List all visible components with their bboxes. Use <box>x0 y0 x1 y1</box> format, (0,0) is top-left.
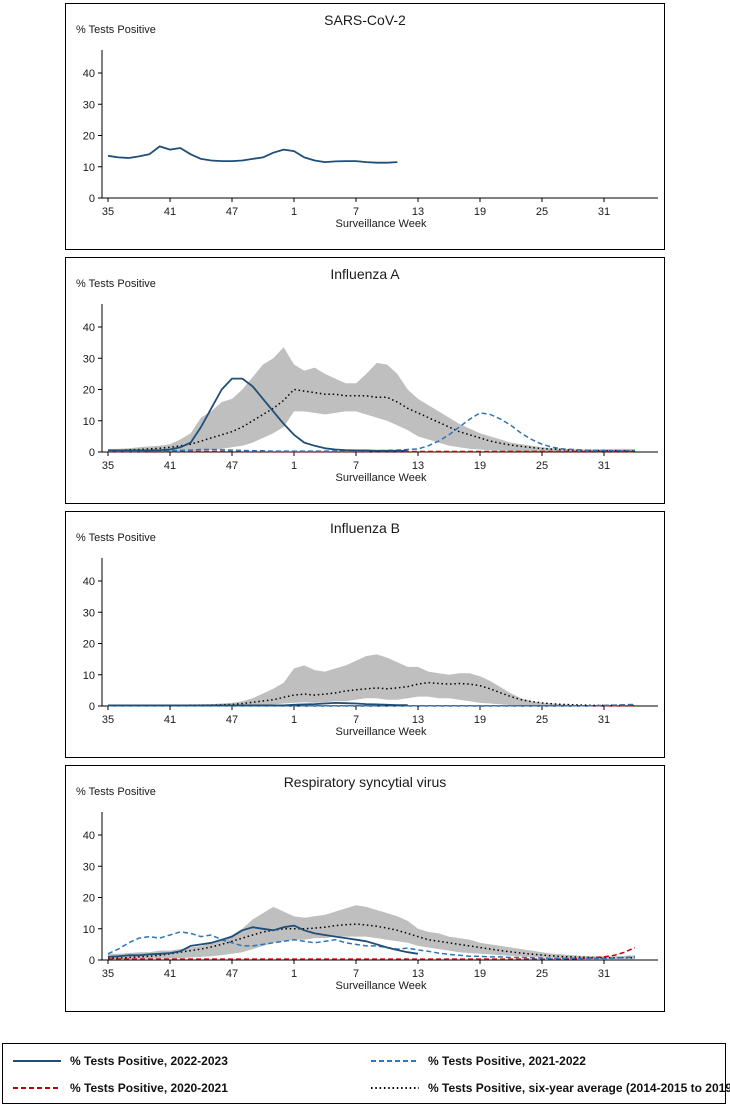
influenza-b-plot: 0 10 20 30 40 35 41 47 1 7 13 19 25 31 <box>83 558 658 726</box>
svg-text:31: 31 <box>598 968 610 980</box>
svg-text:30: 30 <box>83 99 95 111</box>
y-axis-title: % Tests Positive <box>76 786 156 798</box>
svg-text:20: 20 <box>83 639 95 651</box>
svg-text:19: 19 <box>474 460 486 472</box>
y-axis-title: % Tests Positive <box>76 532 156 544</box>
svg-text:1: 1 <box>291 714 297 726</box>
svg-text:19: 19 <box>474 714 486 726</box>
svg-text:7: 7 <box>353 206 359 218</box>
svg-text:10: 10 <box>83 162 95 174</box>
svg-text:31: 31 <box>598 714 610 726</box>
svg-text:19: 19 <box>474 206 486 218</box>
svg-text:41: 41 <box>164 460 176 472</box>
svg-text:35: 35 <box>102 206 114 218</box>
svg-text:7: 7 <box>353 460 359 472</box>
chart-title-rsv: Respiratory syncytial virus <box>283 774 447 790</box>
legend-item-2022-2023: % Tests Positive, 2022-2023 <box>13 1054 371 1068</box>
chart-panel-rsv: Respiratory syncytial virus % Tests Posi… <box>65 765 665 1012</box>
svg-text:25: 25 <box>536 714 548 726</box>
legend-item-2020-2021: % Tests Positive, 2020-2021 <box>13 1081 371 1095</box>
svg-text:41: 41 <box>164 968 176 980</box>
legend-line-dashed-red <box>13 1086 61 1089</box>
svg-text:30: 30 <box>83 353 95 365</box>
svg-text:31: 31 <box>598 206 610 218</box>
chart-title-influenza-a: Influenza A <box>330 266 400 282</box>
svg-text:35: 35 <box>102 460 114 472</box>
influenza-a-plot: 0 10 20 30 40 35 41 47 1 7 13 19 25 31 <box>83 304 658 472</box>
svg-text:20: 20 <box>83 385 95 397</box>
svg-text:13: 13 <box>412 460 424 472</box>
svg-text:1: 1 <box>291 968 297 980</box>
rsv-plot: 0 10 20 30 40 35 41 47 1 7 13 19 25 31 <box>83 812 658 980</box>
svg-text:1: 1 <box>291 206 297 218</box>
svg-text:40: 40 <box>83 322 95 334</box>
y-axis-title: % Tests Positive <box>76 278 156 290</box>
svg-text:25: 25 <box>536 968 548 980</box>
legend-item-six-year-average: % Tests Positive, six-year average (2014… <box>371 1081 730 1095</box>
chart-legend: % Tests Positive, 2022-2023 % Tests Posi… <box>2 1043 730 1104</box>
svg-text:41: 41 <box>164 714 176 726</box>
x-axis-title: Surveillance Week <box>335 726 427 738</box>
svg-text:0: 0 <box>89 447 95 459</box>
svg-text:0: 0 <box>89 193 95 205</box>
svg-text:10: 10 <box>83 670 95 682</box>
svg-text:47: 47 <box>226 460 238 472</box>
x-axis-title: Surveillance Week <box>335 472 427 484</box>
svg-text:47: 47 <box>226 968 238 980</box>
chart-panel-influenza-b: Influenza B % Tests Positive 0 10 20 30 40 35… <box>65 511 665 758</box>
svg-text:0: 0 <box>89 955 95 967</box>
legend-label: % Tests Positive, 2020-2021 <box>70 1080 228 1095</box>
svg-text:13: 13 <box>412 968 424 980</box>
svg-text:47: 47 <box>226 714 238 726</box>
y-axis-title: % Tests Positive <box>76 24 156 36</box>
legend-label: % Tests Positive, 2021-2022 <box>428 1053 586 1068</box>
svg-text:40: 40 <box>83 576 95 588</box>
svg-text:35: 35 <box>102 968 114 980</box>
svg-text:7: 7 <box>353 968 359 980</box>
svg-text:40: 40 <box>83 68 95 80</box>
svg-text:35: 35 <box>102 714 114 726</box>
svg-text:10: 10 <box>83 924 95 936</box>
chart-title-influenza-b: Influenza B <box>329 520 401 536</box>
svg-text:20: 20 <box>83 131 95 143</box>
svg-text:1: 1 <box>291 460 297 472</box>
legend-line-solid-navy <box>13 1059 61 1062</box>
svg-text:31: 31 <box>598 460 610 472</box>
svg-text:25: 25 <box>536 460 548 472</box>
svg-text:0: 0 <box>89 701 95 713</box>
chart-title-sars-cov-2: SARS-CoV-2 <box>324 12 406 28</box>
legend-label: % Tests Positive, six-year average (2014… <box>428 1080 730 1095</box>
legend-label: % Tests Positive, 2022-2023 <box>70 1053 228 1068</box>
chart-panel-influenza-a: Influenza A % Tests Positive 0 10 20 30 40 35… <box>65 257 665 504</box>
svg-text:7: 7 <box>353 714 359 726</box>
svg-text:40: 40 <box>83 830 95 842</box>
svg-text:20: 20 <box>83 893 95 905</box>
svg-text:30: 30 <box>83 607 95 619</box>
legend-item-2021-2022: % Tests Positive, 2021-2022 <box>371 1054 730 1068</box>
svg-text:47: 47 <box>226 206 238 218</box>
svg-text:10: 10 <box>83 416 95 428</box>
x-axis-title: Surveillance Week <box>335 218 427 230</box>
svg-text:41: 41 <box>164 206 176 218</box>
legend-line-dotted-black <box>371 1086 419 1089</box>
x-axis-title: Surveillance Week <box>335 980 427 992</box>
sars-cov-2-plot: 0 10 20 30 40 35 41 47 1 7 13 19 25 31 <box>83 50 658 218</box>
svg-text:19: 19 <box>474 968 486 980</box>
svg-text:13: 13 <box>412 206 424 218</box>
svg-text:13: 13 <box>412 714 424 726</box>
svg-text:30: 30 <box>83 861 95 873</box>
chart-panel-sars-cov-2: SARS-CoV-2 % Tests Positive 0 10 20 30 40 35 4… <box>65 3 665 250</box>
legend-line-dashed-blue <box>371 1059 419 1062</box>
svg-text:25: 25 <box>536 206 548 218</box>
